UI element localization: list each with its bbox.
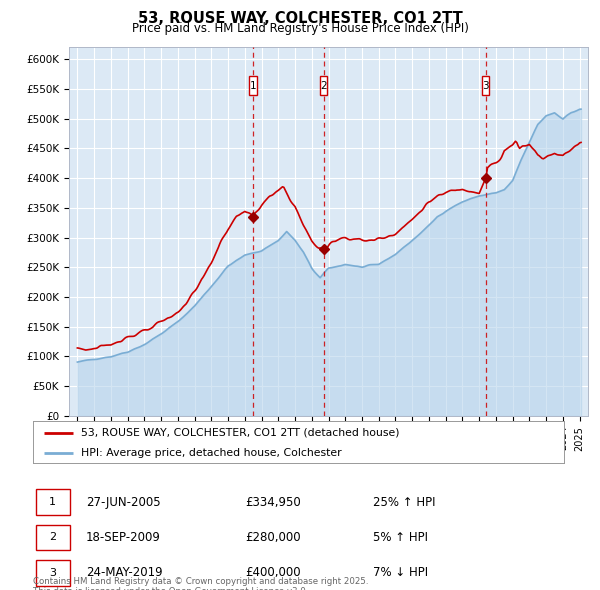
Text: 53, ROUSE WAY, COLCHESTER, CO1 2TT (detached house): 53, ROUSE WAY, COLCHESTER, CO1 2TT (deta… [81,428,399,438]
FancyBboxPatch shape [320,76,328,96]
Text: Price paid vs. HM Land Registry's House Price Index (HPI): Price paid vs. HM Land Registry's House … [131,22,469,35]
Text: 2: 2 [320,81,327,91]
FancyBboxPatch shape [482,76,490,96]
Text: 7% ↓ HPI: 7% ↓ HPI [373,566,428,579]
Text: £334,950: £334,950 [245,496,301,509]
FancyBboxPatch shape [35,525,70,550]
Text: 2: 2 [49,533,56,542]
Text: 1: 1 [250,81,256,91]
Text: 24-MAY-2019: 24-MAY-2019 [86,566,163,579]
FancyBboxPatch shape [35,489,70,515]
Text: 27-JUN-2005: 27-JUN-2005 [86,496,161,509]
Text: 18-SEP-2009: 18-SEP-2009 [86,531,161,544]
Text: Contains HM Land Registry data © Crown copyright and database right 2025.
This d: Contains HM Land Registry data © Crown c… [33,577,368,590]
Text: 5% ↑ HPI: 5% ↑ HPI [373,531,428,544]
Text: £400,000: £400,000 [245,566,301,579]
FancyBboxPatch shape [35,560,70,586]
Text: 3: 3 [482,81,489,91]
Text: 1: 1 [49,497,56,507]
Text: £280,000: £280,000 [245,531,301,544]
Text: 53, ROUSE WAY, COLCHESTER, CO1 2TT: 53, ROUSE WAY, COLCHESTER, CO1 2TT [137,11,463,25]
Text: HPI: Average price, detached house, Colchester: HPI: Average price, detached house, Colc… [81,448,341,457]
Text: 3: 3 [49,568,56,578]
Text: 25% ↑ HPI: 25% ↑ HPI [373,496,436,509]
FancyBboxPatch shape [249,76,257,96]
